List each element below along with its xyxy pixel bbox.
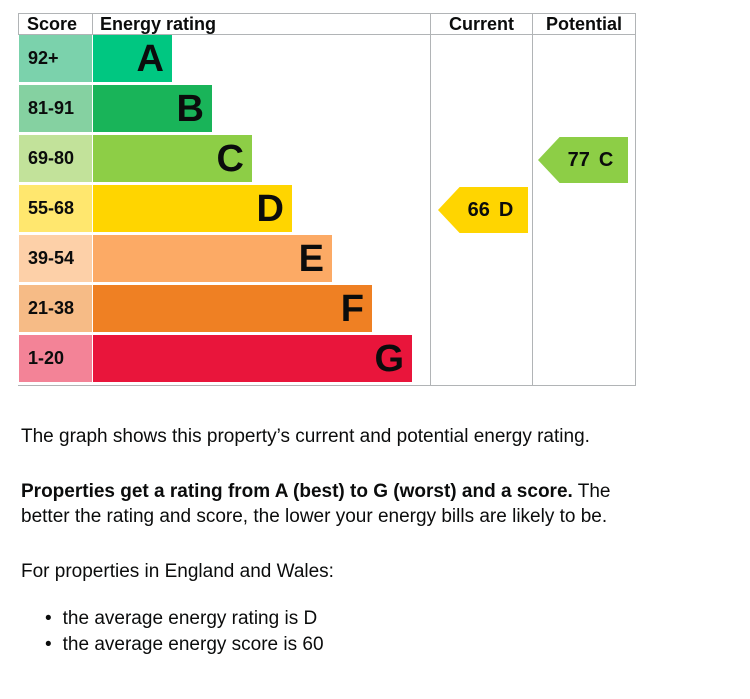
score-cell: 92+: [19, 35, 92, 82]
score-cell: 1-20: [19, 335, 92, 382]
table-border-right: [635, 13, 636, 386]
band-row-b: 81-91 B: [18, 85, 636, 132]
rating-bar: E: [93, 235, 332, 282]
epc-rating-chart: Score Energy rating Current Potential 92…: [18, 13, 636, 386]
current-rating-arrow: 66 D: [438, 187, 528, 233]
chart-top-border: [18, 13, 636, 14]
explain-paragraph: Properties get a rating from A (best) to…: [21, 479, 653, 529]
band-row-d: 55-68 D: [18, 185, 636, 232]
column-header-potential: Potential: [545, 14, 622, 34]
potential-rating-arrow: 77 C: [538, 137, 628, 183]
rating-bar: B: [93, 85, 212, 132]
rating-bar: F: [93, 285, 372, 332]
region-heading: For properties in England and Wales:: [21, 561, 334, 582]
rating-letter: F: [340, 287, 364, 330]
band-row-g: 1-20 G: [18, 335, 636, 382]
current-rating-score: 66: [467, 198, 490, 221]
table-border-current: [430, 13, 431, 386]
list-item: • the average energy score is 60: [45, 632, 750, 658]
band-row-e: 39-54 E: [18, 235, 636, 282]
current-rating-letter: D: [498, 198, 514, 221]
rating-letter: C: [216, 137, 244, 180]
rating-letter: G: [374, 337, 404, 380]
score-cell: 21-38: [19, 285, 92, 332]
rating-letter: A: [136, 37, 164, 80]
average-stats-list: • the average energy rating is D • the ave…: [45, 606, 750, 658]
list-item-text: the average energy rating is D: [62, 608, 318, 629]
intro-paragraph: The graph shows this property’s current …: [21, 426, 590, 447]
bullet-icon: •: [45, 634, 52, 655]
score-cell: 81-91: [19, 85, 92, 132]
list-item: • the average energy rating is D: [45, 606, 750, 632]
column-header-score: Score: [27, 14, 78, 34]
chart-bottom-border: [18, 385, 636, 386]
explain-bold-text: Properties get a rating from A (best) to…: [21, 481, 573, 502]
table-border-score: [92, 13, 93, 35]
rating-letter: D: [256, 187, 284, 230]
rating-letter: E: [298, 237, 324, 280]
column-header-energy-rating: Energy rating: [100, 14, 217, 34]
column-header-current: Current: [448, 14, 514, 34]
table-border-left: [18, 13, 19, 35]
rating-letter: B: [176, 87, 204, 130]
explain-rest-text: The better the rating and score, the low…: [21, 481, 611, 527]
potential-rating-score: 77: [567, 148, 590, 171]
band-row-a: 92+ A: [18, 35, 636, 82]
table-border-potential: [532, 13, 533, 386]
rating-bar: D: [93, 185, 292, 232]
chart-header-border: [18, 34, 636, 35]
rating-bar: C: [93, 135, 252, 182]
score-cell: 69-80: [19, 135, 92, 182]
bullet-icon: •: [45, 608, 52, 629]
band-row-c: 69-80 C: [18, 135, 636, 182]
score-cell: 39-54: [19, 235, 92, 282]
rating-bar: A: [93, 35, 172, 82]
list-item-text: the average energy score is 60: [62, 634, 324, 655]
rating-bar: G: [93, 335, 412, 382]
band-row-f: 21-38 F: [18, 285, 636, 332]
potential-rating-letter: C: [598, 148, 614, 171]
score-cell: 55-68: [19, 185, 92, 232]
